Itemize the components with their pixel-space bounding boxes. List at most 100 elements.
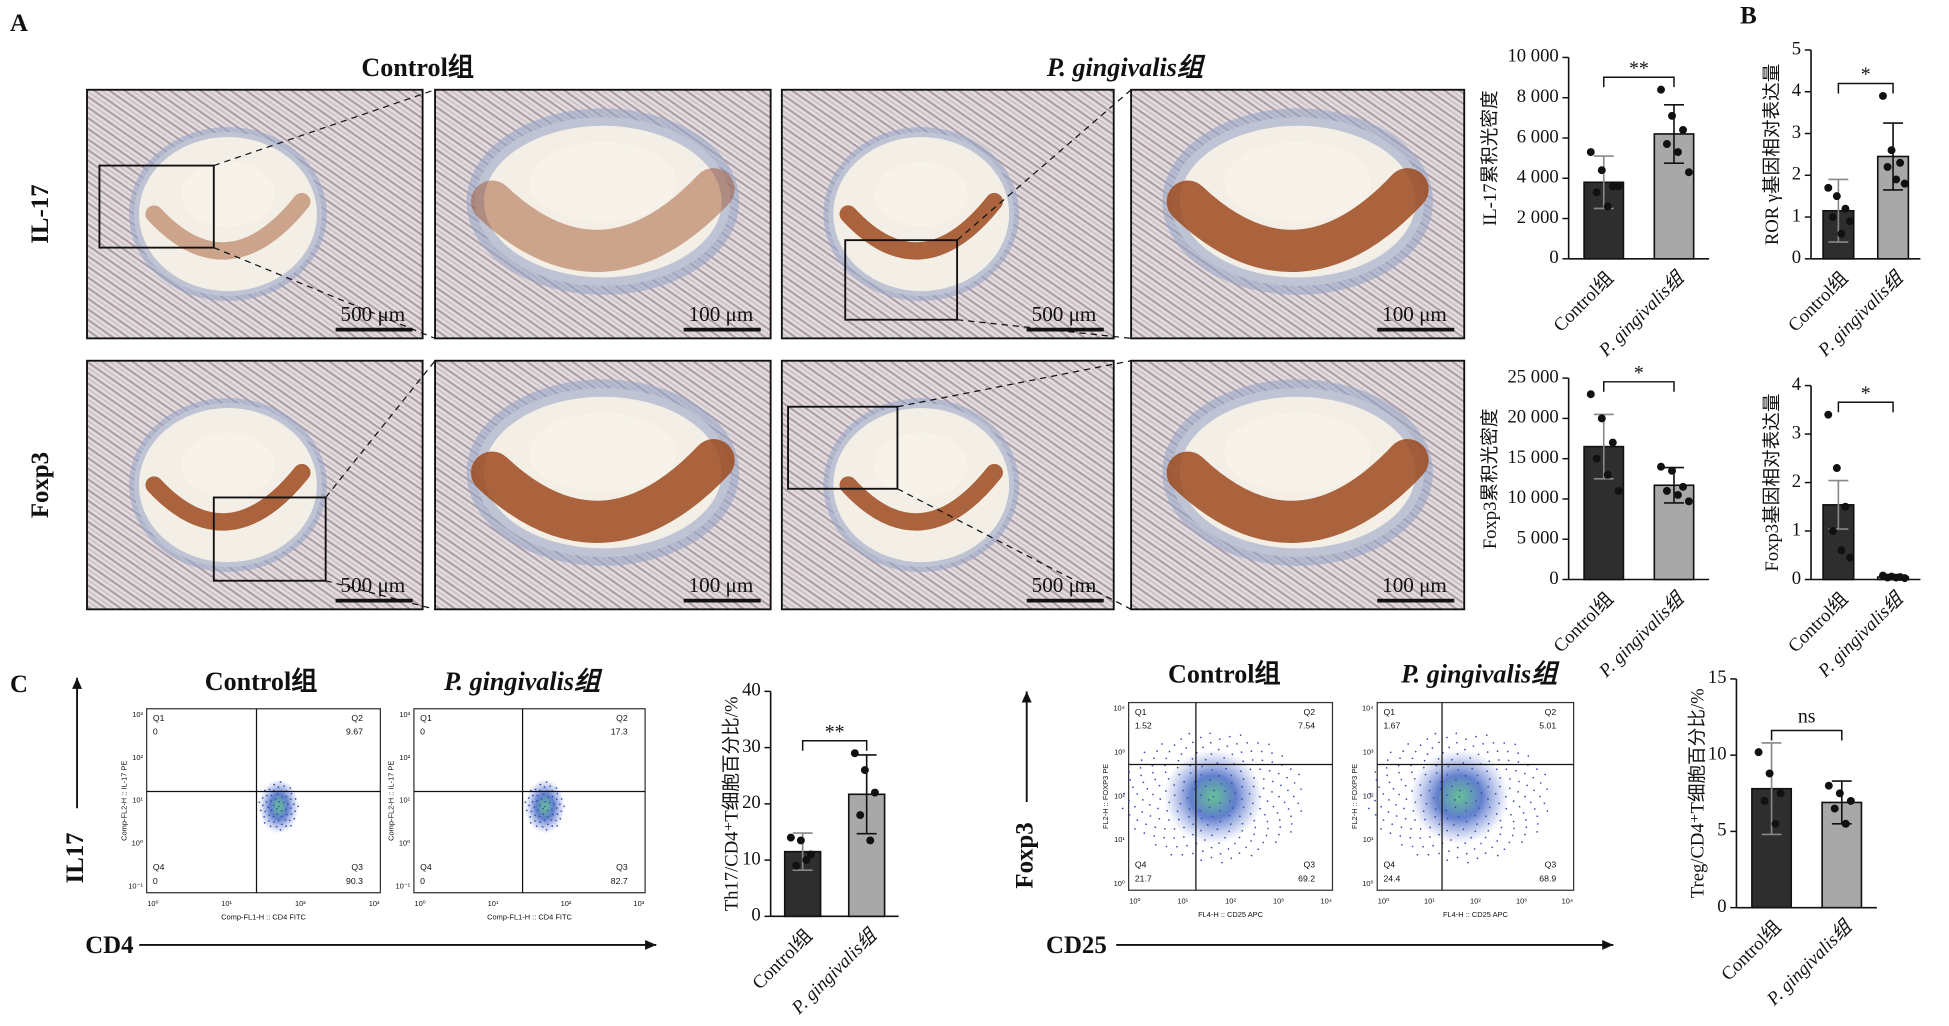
event (1382, 793, 1385, 795)
x-tick-label: 10⁰ (1378, 896, 1389, 905)
event (1411, 790, 1413, 792)
data-point (1846, 553, 1854, 562)
event (1432, 844, 1435, 847)
event (1239, 770, 1242, 773)
y-tick-label: 0 (1717, 896, 1726, 917)
event (1491, 846, 1494, 849)
event (1191, 757, 1194, 760)
y-axis-label: Foxp3累积光密度 (1480, 408, 1501, 549)
event (1165, 845, 1168, 848)
event (261, 797, 264, 799)
y-tick-label: 1 (1792, 519, 1801, 540)
event (1216, 762, 1219, 765)
y-tick-label: 4 (1792, 80, 1802, 101)
event (1253, 833, 1256, 836)
stain (145, 192, 311, 260)
event (1409, 836, 1412, 839)
event (1211, 834, 1213, 837)
y-tick-label: 25 000 (1507, 366, 1558, 387)
event (1404, 817, 1407, 820)
event (1200, 859, 1203, 862)
event (530, 810, 533, 813)
flow-title: P. gingivalis组 (1400, 659, 1560, 688)
significance-bracket (1837, 401, 1894, 413)
event (1424, 773, 1427, 776)
event (1177, 818, 1180, 821)
event (1422, 845, 1424, 848)
event (1180, 738, 1183, 740)
event (1265, 834, 1268, 837)
event (536, 800, 539, 802)
data-point (1765, 769, 1774, 778)
data-point (1657, 462, 1665, 471)
significance-label: ** (825, 721, 845, 743)
event (1437, 757, 1440, 760)
event (1228, 814, 1231, 817)
event (1230, 782, 1233, 785)
event (1522, 812, 1525, 814)
data-point (1828, 213, 1837, 222)
event (1250, 840, 1252, 842)
scale-bar-label: 100 μm (689, 573, 754, 597)
event (1465, 852, 1468, 855)
event (534, 820, 536, 822)
event (270, 794, 273, 797)
event (1510, 813, 1512, 816)
y-tick-label: 4 000 (1517, 167, 1559, 188)
event (1239, 815, 1241, 818)
event (1173, 794, 1176, 797)
y-tick-label: 5 (1792, 38, 1801, 59)
event (545, 781, 548, 784)
event (1220, 783, 1223, 785)
event (283, 785, 286, 787)
event (1429, 780, 1432, 783)
event (1158, 784, 1161, 787)
event (1154, 778, 1157, 781)
stain (145, 463, 311, 531)
data-point (1684, 497, 1693, 506)
x-tick-label: 10⁰ (147, 899, 158, 908)
event (1168, 801, 1171, 804)
event (1388, 781, 1391, 784)
micrograph: 500 μm (86, 359, 424, 611)
data-point (1673, 148, 1682, 157)
data-point (1830, 804, 1839, 813)
event (1471, 767, 1474, 770)
event (1272, 805, 1275, 808)
event (1241, 822, 1244, 825)
event (1434, 732, 1437, 735)
event (1513, 827, 1515, 830)
event (263, 821, 266, 824)
event (1426, 738, 1429, 740)
y-tick-label: 10² (132, 753, 143, 762)
event (1462, 762, 1465, 765)
event (1400, 778, 1403, 781)
event (1505, 795, 1507, 798)
event (1207, 798, 1210, 801)
x-tick-label: 10² (1225, 896, 1236, 905)
event (1191, 833, 1194, 836)
y-axis-label: Treg/CD4⁺T细胞百分比/% (1687, 688, 1708, 898)
event (1387, 811, 1390, 813)
event (1200, 773, 1203, 776)
data-point (1846, 796, 1855, 805)
event (1261, 759, 1264, 762)
event (1543, 802, 1546, 805)
arrow-head (72, 677, 83, 689)
event (1395, 815, 1398, 817)
inset-box (212, 496, 327, 582)
data-point (1771, 819, 1780, 828)
data-point (1824, 183, 1833, 192)
event (1380, 828, 1382, 830)
event (1300, 788, 1302, 791)
event (1419, 784, 1422, 786)
y-tick-label: 10¹ (132, 796, 143, 805)
scale-bar-label: 500 μm (1032, 573, 1097, 597)
event (1386, 759, 1389, 762)
x-tick-label: 10² (295, 899, 306, 908)
event (1517, 761, 1520, 763)
data-point (1586, 148, 1595, 157)
event (1517, 791, 1520, 793)
event (529, 816, 532, 818)
